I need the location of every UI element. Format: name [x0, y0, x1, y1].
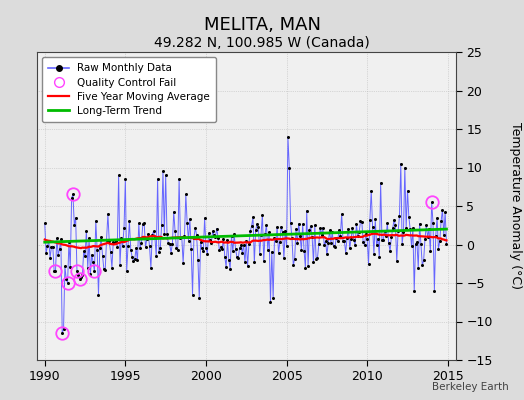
Legend: Raw Monthly Data, Quality Control Fail, Five Year Moving Average, Long-Term Tren: Raw Monthly Data, Quality Control Fail, … — [42, 57, 216, 122]
Text: Berkeley Earth: Berkeley Earth — [432, 382, 508, 392]
Text: 49.282 N, 100.985 W (Canada): 49.282 N, 100.985 W (Canada) — [154, 36, 370, 50]
Text: MELITA, MAN: MELITA, MAN — [203, 16, 321, 34]
Y-axis label: Temperature Anomaly (°C): Temperature Anomaly (°C) — [509, 122, 522, 290]
